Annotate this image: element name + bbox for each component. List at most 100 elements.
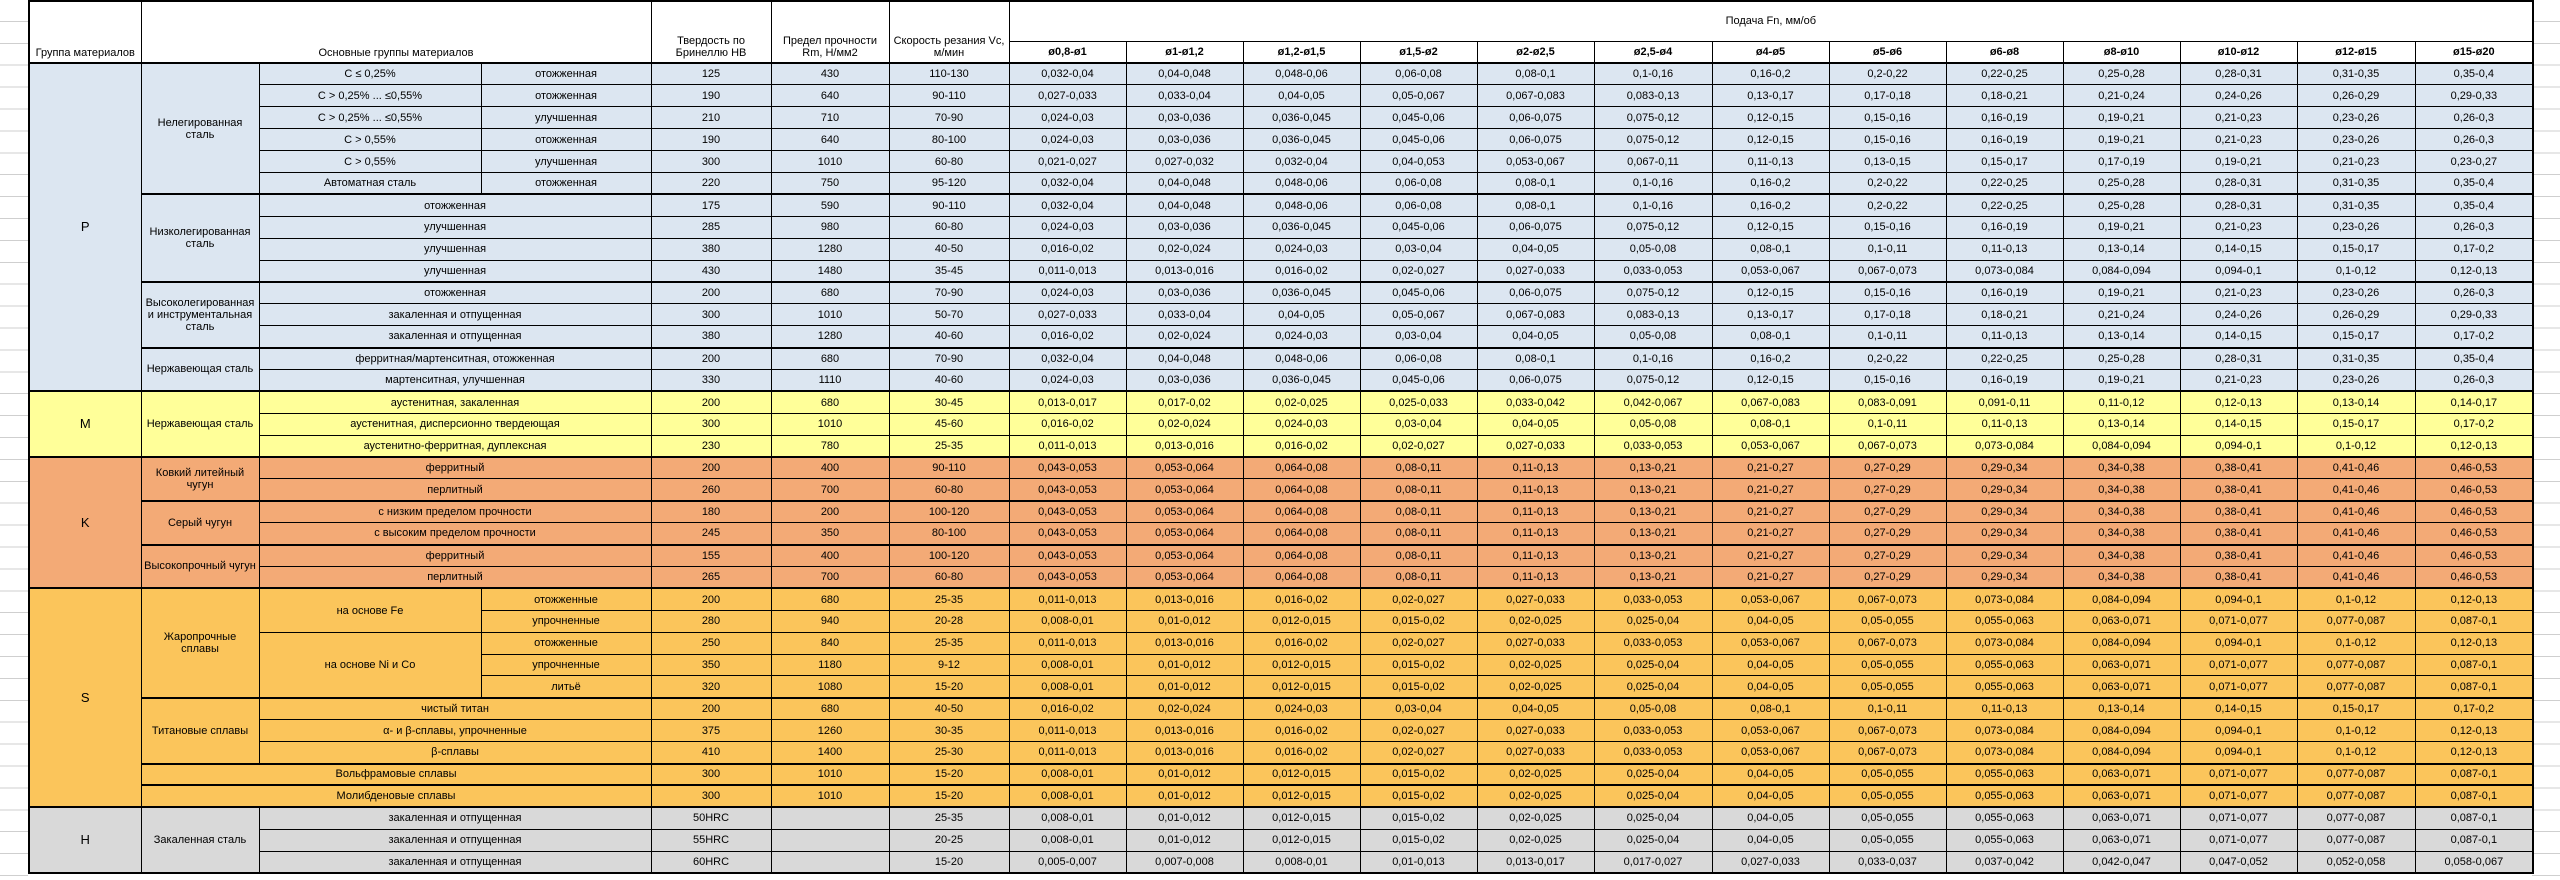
feed-cell[interactable]: 0,13-0,14 (2062, 412, 2181, 436)
subgroup-cell[interactable]: Вольфрамовые сплавы (140, 762, 652, 786)
feed-cell[interactable]: 0,06-0,075 (1476, 106, 1595, 130)
feed-cell[interactable]: 0,033-0,053 (1593, 719, 1713, 743)
feed-cell[interactable]: 0,34-0,38 (2062, 565, 2181, 589)
material-cell[interactable]: Нержавеющая сталь (140, 346, 260, 392)
rm-cell[interactable]: 1280 (770, 237, 890, 261)
feed-cell[interactable]: 0,058-0,067 (2414, 850, 2534, 874)
subgroup-cell[interactable]: мартенситная, улучшенная (258, 368, 652, 392)
feed-cell[interactable]: 0,027-0,033 (1476, 631, 1595, 655)
feed-cell[interactable]: 0,28-0,31 (2179, 346, 2298, 370)
vc-cell[interactable]: 15-20 (888, 850, 1010, 874)
feed-cell[interactable]: 0,2-0,22 (1828, 193, 1947, 217)
feed-cell[interactable]: 0,1-0,12 (2296, 631, 2416, 655)
feed-cell[interactable]: 0,012-0,015 (1242, 609, 1361, 633)
feed-cell[interactable]: 0,02-0,024 (1125, 237, 1244, 261)
feed-cell[interactable]: 0,042-0,067 (1593, 390, 1713, 414)
feed-cell[interactable]: 0,08-0,1 (1476, 346, 1595, 370)
feed-cell[interactable]: 0,067-0,073 (1828, 741, 1947, 764)
feed-cell[interactable]: 0,04-0,05 (1711, 653, 1830, 677)
feed-cell[interactable]: 0,043-0,053 (1008, 543, 1127, 567)
feed-cell[interactable]: 0,13-0,21 (1593, 478, 1713, 502)
feed-cell[interactable]: 0,08-0,1 (1476, 193, 1595, 217)
feed-cell[interactable]: 0,1-0,11 (1828, 696, 1947, 721)
feed-cell[interactable]: 0,067-0,11 (1593, 150, 1713, 173)
feed-cell[interactable]: 0,23-0,26 (2296, 280, 2416, 305)
feed-cell[interactable]: 0,08-0,11 (1359, 522, 1478, 546)
feed-cell[interactable]: 0,41-0,46 (2296, 522, 2416, 546)
feed-cell[interactable]: 0,11-0,13 (1476, 499, 1595, 524)
feed-cell[interactable]: 0,087-0,1 (2414, 806, 2534, 830)
rm-cell[interactable]: 840 (770, 631, 890, 655)
feed-cell[interactable]: 0,02-0,027 (1359, 587, 1478, 611)
feed-cell[interactable]: 0,012-0,015 (1242, 806, 1361, 830)
hb-cell[interactable]: 180 (650, 499, 772, 524)
feed-cell[interactable]: 0,043-0,053 (1008, 499, 1127, 524)
rm-cell[interactable]: 1260 (770, 719, 890, 743)
feed-cell[interactable]: 0,063-0,071 (2062, 653, 2181, 677)
header-diameter-range[interactable]: ø1,2-ø1,5 (1242, 40, 1361, 64)
feed-cell[interactable]: 0,008-0,01 (1008, 806, 1127, 830)
feed-cell[interactable]: 0,21-0,24 (2062, 303, 2181, 327)
rm-cell[interactable] (770, 828, 890, 852)
feed-cell[interactable]: 0,032-0,04 (1008, 193, 1127, 217)
feed-cell[interactable]: 0,083-0,13 (1593, 84, 1713, 108)
feed-cell[interactable]: 0,2-0,22 (1828, 62, 1947, 86)
feed-cell[interactable]: 0,011-0,013 (1008, 434, 1127, 458)
header-diameter-range[interactable]: ø0,8-ø1 (1008, 40, 1127, 64)
feed-cell[interactable]: 0,015-0,02 (1359, 609, 1478, 633)
feed-cell[interactable]: 0,1-0,11 (1828, 325, 1947, 349)
feed-cell[interactable]: 0,067-0,073 (1828, 587, 1947, 611)
subgroup-cell[interactable]: C > 0,25% ... ≤0,55% (258, 106, 482, 130)
feed-cell[interactable]: 0,055-0,063 (1945, 609, 2064, 633)
feed-cell[interactable]: 0,042-0,047 (2062, 850, 2181, 874)
vc-cell[interactable]: 45-60 (888, 412, 1010, 436)
feed-cell[interactable]: 0,15-0,17 (2296, 325, 2416, 349)
rm-cell[interactable]: 780 (770, 434, 890, 458)
feed-cell[interactable]: 0,27-0,29 (1828, 522, 1947, 546)
feed-cell[interactable]: 0,19-0,21 (2062, 215, 2181, 239)
feed-cell[interactable]: 0,29-0,34 (1945, 565, 2064, 589)
feed-cell[interactable]: 0,14-0,15 (2179, 696, 2298, 721)
rm-cell[interactable]: 430 (770, 62, 890, 86)
feed-cell[interactable]: 0,11-0,13 (1476, 456, 1595, 480)
feed-cell[interactable]: 0,024-0,03 (1242, 412, 1361, 436)
hb-cell[interactable]: 155 (650, 543, 772, 567)
rm-cell[interactable]: 680 (770, 280, 890, 305)
feed-cell[interactable]: 0,032-0,04 (1242, 150, 1361, 173)
feed-cell[interactable]: 0,067-0,083 (1711, 390, 1830, 414)
condition-cell[interactable]: улучшенная (480, 150, 652, 173)
feed-cell[interactable]: 0,064-0,08 (1242, 478, 1361, 502)
hb-cell[interactable]: 60HRC (650, 850, 772, 874)
hb-cell[interactable]: 300 (650, 303, 772, 327)
hb-cell[interactable]: 200 (650, 456, 772, 480)
feed-cell[interactable]: 0,03-0,036 (1125, 215, 1244, 239)
feed-cell[interactable]: 0,22-0,25 (1945, 62, 2064, 86)
condition-cell[interactable]: упрочненные (480, 653, 652, 677)
rm-cell[interactable]: 940 (770, 609, 890, 633)
subgroup-cell[interactable]: на основе Ni и Co (258, 631, 482, 699)
hb-cell[interactable]: 260 (650, 478, 772, 502)
feed-cell[interactable]: 0,16-0,2 (1711, 346, 1830, 370)
feed-cell[interactable]: 0,077-0,087 (2296, 762, 2416, 786)
feed-cell[interactable]: 0,02-0,025 (1476, 762, 1595, 786)
condition-cell[interactable]: упрочненные (480, 609, 652, 633)
feed-cell[interactable]: 0,063-0,071 (2062, 806, 2181, 830)
header-feed-column[interactable]: Подача Fn, мм/об (1008, 0, 2534, 42)
feed-cell[interactable]: 0,071-0,077 (2179, 609, 2298, 633)
feed-cell[interactable]: 0,016-0,02 (1242, 719, 1361, 743)
feed-cell[interactable]: 0,073-0,084 (1945, 719, 2064, 743)
feed-cell[interactable]: 0,27-0,29 (1828, 478, 1947, 502)
rm-cell[interactable]: 680 (770, 587, 890, 611)
feed-cell[interactable]: 0,05-0,08 (1593, 325, 1713, 349)
feed-cell[interactable]: 0,21-0,27 (1711, 456, 1830, 480)
hb-cell[interactable]: 285 (650, 215, 772, 239)
feed-cell[interactable]: 0,04-0,05 (1476, 412, 1595, 436)
feed-cell[interactable]: 0,016-0,02 (1242, 434, 1361, 458)
material-cell[interactable]: Нержавеющая сталь (140, 390, 260, 458)
feed-cell[interactable]: 0,11-0,13 (1945, 412, 2064, 436)
feed-cell[interactable]: 0,036-0,045 (1242, 215, 1361, 239)
feed-cell[interactable]: 0,077-0,087 (2296, 675, 2416, 699)
feed-cell[interactable]: 0,21-0,23 (2179, 368, 2298, 392)
feed-cell[interactable]: 0,29-0,33 (2414, 303, 2534, 327)
feed-cell[interactable]: 0,18-0,21 (1945, 84, 2064, 108)
